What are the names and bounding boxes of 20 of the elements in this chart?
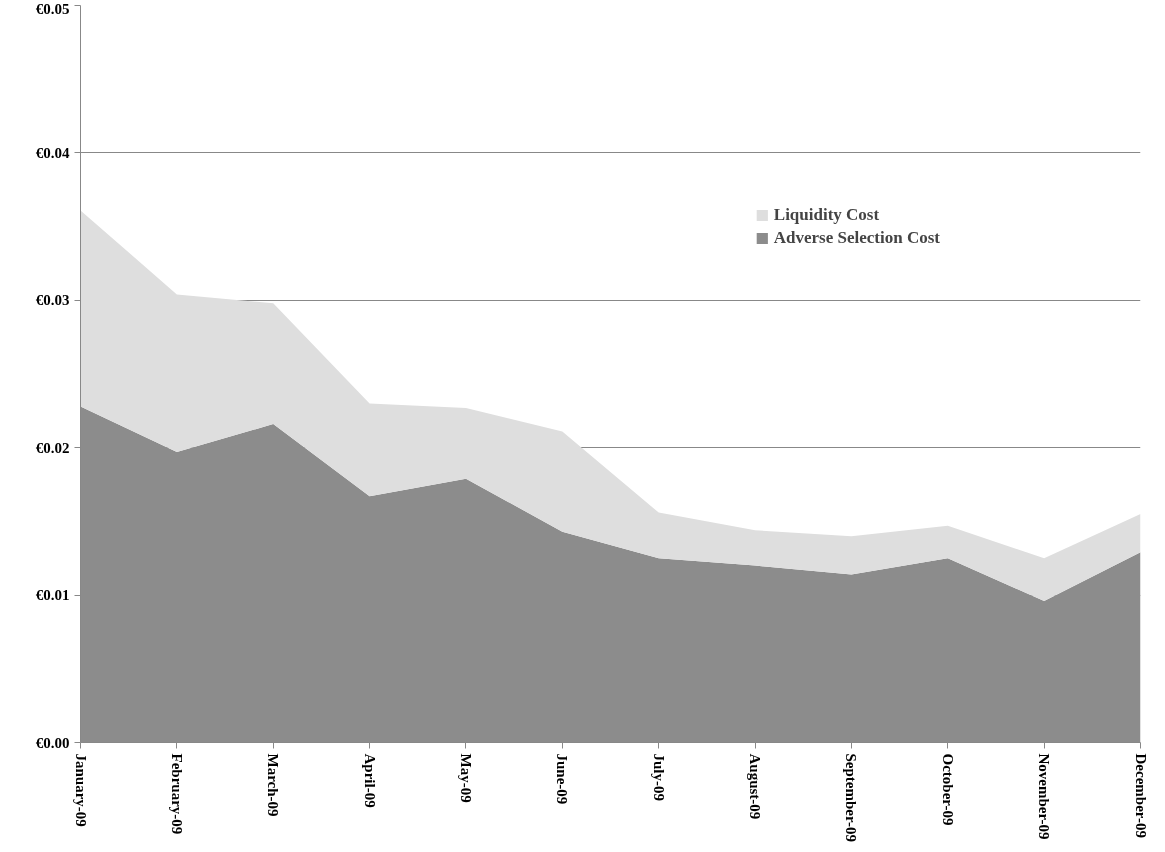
x-tick-label: August-09 — [747, 753, 764, 820]
x-tick-label: May-09 — [457, 753, 474, 803]
legend-label: Adverse Selection Cost — [773, 228, 940, 248]
x-tick-label: November-09 — [1036, 753, 1053, 840]
legend-label: Liquidity Cost — [773, 205, 880, 225]
y-tick-label: €0.01 — [35, 587, 70, 604]
x-tick-label: March-09 — [265, 753, 282, 817]
x-tick-label: February-09 — [168, 753, 185, 835]
y-tick-label: €0.03 — [35, 292, 70, 309]
x-tick-label: June-09 — [554, 753, 571, 805]
x-tick-label: December-09 — [1132, 753, 1149, 838]
x-tick-label: July-09 — [650, 753, 667, 802]
y-tick-label: €0.02 — [35, 439, 70, 456]
y-tick-label: €0.04 — [35, 144, 70, 161]
y-tick-label: €0.00 — [35, 734, 70, 751]
x-tick-label: September-09 — [843, 753, 860, 843]
x-tick-label: October-09 — [939, 753, 956, 826]
y-tick-label: €0.05 — [35, 0, 70, 17]
x-tick-label: April-09 — [361, 753, 378, 808]
x-tick-label: January-09 — [72, 753, 89, 827]
